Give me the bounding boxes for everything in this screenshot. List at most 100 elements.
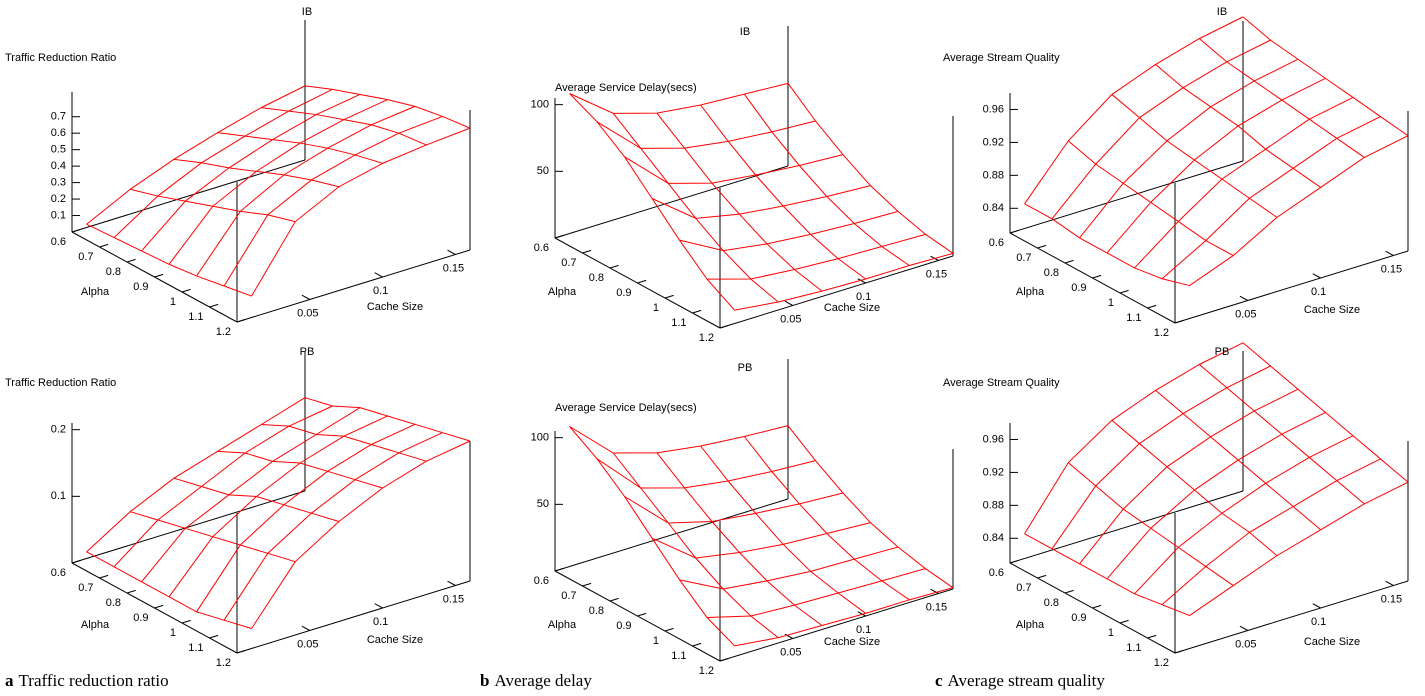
y-axis-label: Cache Size bbox=[367, 634, 423, 646]
x-tick bbox=[1174, 649, 1184, 654]
surface-line bbox=[1024, 342, 1244, 535]
surface-line bbox=[223, 115, 443, 287]
cache-axis bbox=[719, 588, 954, 662]
back-edge bbox=[554, 165, 789, 239]
caption-letter: b bbox=[480, 671, 489, 690]
x-tick-label: 1 bbox=[1108, 627, 1114, 639]
x-tick-label: 0.7 bbox=[1016, 582, 1031, 594]
y-tick bbox=[1312, 603, 1321, 609]
surface-line bbox=[1189, 481, 1409, 616]
z-axis-label: Average Service Delay(secs) bbox=[555, 82, 697, 94]
caption-text: Average stream quality bbox=[948, 671, 1106, 690]
surface-line bbox=[651, 522, 871, 559]
x-tick-label: 1.2 bbox=[699, 665, 714, 677]
surface-line bbox=[1024, 533, 1190, 617]
y-tick-label: 0.1 bbox=[856, 291, 871, 303]
surface-line bbox=[1111, 419, 1278, 556]
x-tick-label: 0.9 bbox=[616, 287, 631, 299]
x-axis-label: Alpha bbox=[1016, 619, 1045, 631]
surface-line bbox=[217, 450, 383, 489]
x-tick bbox=[1119, 619, 1129, 624]
y-axis-label: Cache Size bbox=[824, 302, 880, 314]
surface-line bbox=[1111, 94, 1278, 218]
x-tick-label: 0.9 bbox=[1071, 612, 1086, 624]
z-tick-label: 0.2 bbox=[51, 424, 66, 436]
x-tick bbox=[554, 234, 564, 239]
y-tick-label: 0.15 bbox=[443, 262, 464, 274]
x-tick-label: 0.6 bbox=[534, 242, 549, 254]
surface-line bbox=[656, 452, 823, 626]
surface-line bbox=[141, 407, 361, 583]
x-tick-label: 0.7 bbox=[561, 590, 576, 602]
x-tick-label: 1.2 bbox=[1154, 327, 1169, 339]
surface-line bbox=[1134, 97, 1354, 269]
x-tick bbox=[181, 288, 191, 293]
caption-text: Average delay bbox=[494, 671, 592, 690]
surface-line bbox=[624, 154, 844, 184]
x-tick bbox=[181, 619, 191, 624]
surface-line bbox=[787, 83, 954, 254]
z-tick-label: 0.84 bbox=[983, 532, 1004, 544]
x-tick-label: 1.2 bbox=[216, 657, 231, 669]
caption: c Average stream quality bbox=[935, 671, 1105, 690]
surface-line bbox=[679, 210, 899, 252]
surface-line bbox=[251, 127, 471, 297]
x-tick-label: 1 bbox=[1108, 297, 1114, 309]
surface-plot: 0.84 0.88 0.92 0.96 0.6 0.7 0.8 0.9 1 1.1 1.2 0.05 0… bbox=[943, 342, 1409, 669]
surface-line bbox=[173, 477, 340, 522]
x-axis-label: Alpha bbox=[548, 286, 577, 298]
x-tick-label: 0.6 bbox=[534, 575, 549, 587]
x-tick bbox=[719, 657, 729, 662]
surface-line bbox=[304, 85, 471, 129]
y-tick-label: 0.1 bbox=[1311, 286, 1326, 298]
back-edge bbox=[554, 498, 789, 572]
y-tick-label: 0.15 bbox=[1381, 593, 1402, 605]
surface-line bbox=[1189, 135, 1409, 286]
surface-line bbox=[707, 233, 926, 280]
x-tick-label: 1 bbox=[653, 635, 659, 647]
x-tick bbox=[236, 318, 246, 323]
surface-line bbox=[1079, 388, 1299, 565]
y-tick bbox=[374, 272, 383, 278]
x-tick bbox=[154, 604, 164, 609]
x-tick bbox=[209, 634, 219, 639]
z-tick-label: 0.84 bbox=[983, 202, 1004, 214]
surface-line bbox=[679, 546, 899, 590]
y-tick-label: 0.15 bbox=[1381, 263, 1402, 275]
chart-title: PB bbox=[1215, 346, 1230, 358]
surface-line bbox=[173, 158, 340, 188]
y-axis-label: Cache Size bbox=[824, 636, 880, 648]
surface-line bbox=[1051, 39, 1271, 220]
y-tick-label: 0.15 bbox=[443, 593, 464, 605]
surface-line bbox=[569, 426, 735, 647]
z-axis-label: Traffic Reduction Ratio bbox=[5, 377, 116, 389]
z-tick-label: 50 bbox=[537, 165, 549, 177]
x-tick-label: 0.8 bbox=[1044, 597, 1059, 609]
x-tick-label: 0.6 bbox=[989, 237, 1004, 249]
cache-axis bbox=[1174, 250, 1409, 324]
x-tick-label: 1.1 bbox=[188, 642, 203, 654]
surface-line bbox=[1067, 140, 1234, 257]
surface-line bbox=[1242, 16, 1409, 137]
cache-axis bbox=[236, 580, 471, 654]
z-tick-label: 0.88 bbox=[983, 169, 1004, 181]
surface-line bbox=[196, 105, 416, 277]
y-tick-label: 0.1 bbox=[856, 624, 871, 636]
x-tick bbox=[664, 294, 674, 299]
y-tick-label: 0.1 bbox=[373, 616, 388, 628]
caption-letter: a bbox=[5, 671, 14, 690]
surface-line bbox=[130, 188, 296, 223]
y-tick bbox=[447, 249, 456, 255]
x-tick bbox=[154, 273, 164, 278]
z-axis-label: Traffic Reduction Ratio bbox=[5, 52, 116, 64]
x-tick-label: 1.1 bbox=[671, 650, 686, 662]
x-tick bbox=[99, 574, 109, 579]
surface-plot: 0.84 0.88 0.92 0.96 0.6 0.7 0.8 0.9 1 1.1 1.2 0.05 0… bbox=[943, 6, 1409, 339]
x-tick bbox=[609, 264, 619, 269]
y-tick bbox=[1239, 295, 1249, 301]
z-tick-label: 50 bbox=[537, 498, 549, 510]
x-tick-label: 0.7 bbox=[1016, 252, 1031, 264]
x-axis-label: Alpha bbox=[81, 619, 110, 631]
x-tick bbox=[1064, 589, 1074, 594]
